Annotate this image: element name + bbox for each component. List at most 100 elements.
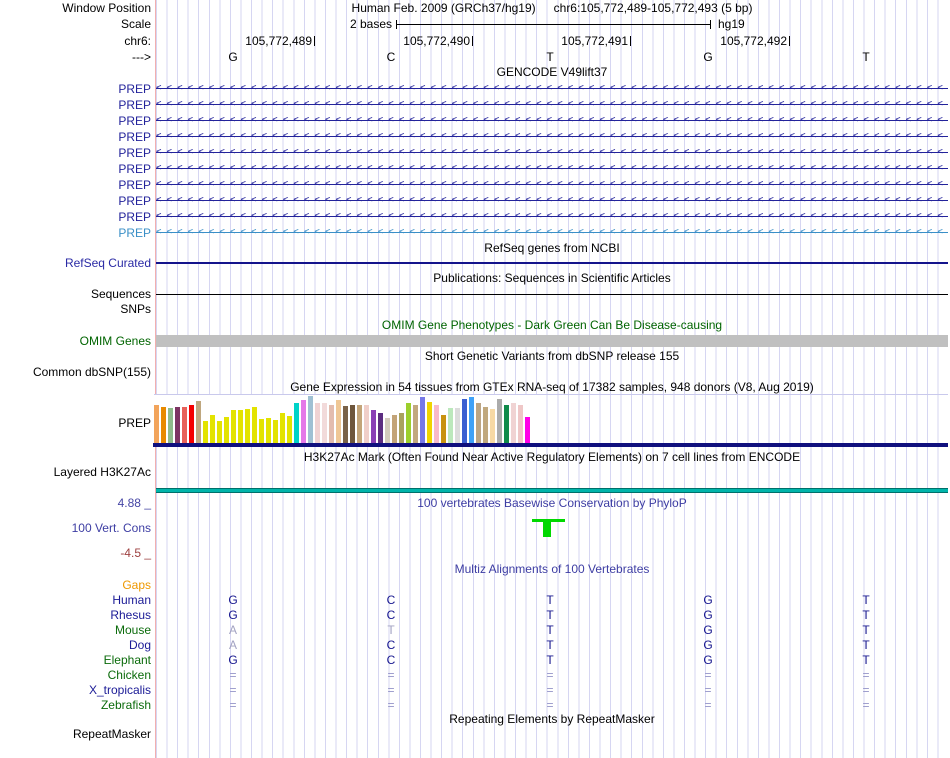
gtex-expression-bar[interactable] bbox=[252, 407, 257, 443]
gtex-expression-bar[interactable] bbox=[504, 405, 509, 443]
gencode-transcript-label[interactable]: PREP bbox=[118, 130, 151, 144]
omim-gene-bar[interactable] bbox=[156, 335, 948, 347]
gencode-transcript-label[interactable]: PREP bbox=[118, 178, 151, 192]
gtex-expression-bar[interactable] bbox=[245, 409, 250, 443]
multiz-species-label[interactable]: Human bbox=[112, 593, 151, 607]
gtex-expression-bar[interactable] bbox=[469, 397, 474, 443]
multiz-species-label[interactable]: Chicken bbox=[107, 668, 151, 682]
sequences-label[interactable]: Sequences bbox=[90, 287, 151, 301]
gtex-expression-bar[interactable] bbox=[266, 418, 271, 443]
gtex-expression-bar[interactable] bbox=[371, 410, 376, 443]
gencode-transcript[interactable]: <<<<<<<<<<<<<<<<<<<<<<<<<<<<<<<<<<<<<<<<… bbox=[156, 113, 948, 129]
gtex-expression-bar[interactable] bbox=[238, 410, 243, 443]
gtex-expression-bar[interactable] bbox=[182, 407, 187, 443]
gencode-transcript[interactable]: <<<<<<<<<<<<<<<<<<<<<<<<<<<<<<<<<<<<<<<<… bbox=[156, 177, 948, 193]
transcript-direction-arrows: <<<<<<<<<<<<<<<<<<<<<<<<<<<<<<<<<<<<<<<<… bbox=[156, 147, 948, 157]
multiz-species-label[interactable]: X_tropicalis bbox=[88, 683, 151, 697]
gencode-transcript[interactable]: <<<<<<<<<<<<<<<<<<<<<<<<<<<<<<<<<<<<<<<<… bbox=[156, 193, 948, 209]
gencode-transcript-label[interactable]: PREP bbox=[118, 82, 151, 96]
gtex-expression-bar[interactable] bbox=[399, 413, 404, 443]
gtex-expression-bar[interactable] bbox=[322, 403, 327, 443]
gtex-expression-bar[interactable] bbox=[476, 403, 481, 443]
common-dbsnp-label[interactable]: Common dbSNP(155) bbox=[32, 365, 151, 379]
conservation-track-label[interactable]: 100 Vert. Cons bbox=[71, 521, 151, 535]
gtex-expression-bar[interactable] bbox=[287, 416, 292, 443]
gtex-expression-bar[interactable] bbox=[511, 403, 516, 443]
gencode-transcript-label[interactable]: PREP bbox=[118, 194, 151, 208]
gtex-expression-bar[interactable] bbox=[210, 415, 215, 443]
gtex-expression-bar[interactable] bbox=[385, 418, 390, 443]
gtex-expression-bar[interactable] bbox=[462, 399, 467, 443]
gtex-expression-bar[interactable] bbox=[343, 406, 348, 443]
gtex-expression-bar[interactable] bbox=[161, 407, 166, 443]
gtex-expression-bar[interactable] bbox=[357, 405, 362, 443]
multiz-species-label[interactable]: Mouse bbox=[114, 623, 151, 637]
gencode-transcript-label[interactable]: PREP bbox=[118, 210, 151, 224]
gencode-transcript-label[interactable]: PREP bbox=[118, 146, 151, 160]
gtex-expression-bar[interactable] bbox=[273, 420, 278, 443]
layered-h3k27ac-label[interactable]: Layered H3K27Ac bbox=[53, 465, 151, 479]
gtex-expression-bar[interactable] bbox=[406, 403, 411, 443]
gtex-expression-bar[interactable] bbox=[420, 397, 425, 443]
gencode-transcript-label[interactable]: PREP bbox=[118, 114, 151, 128]
gencode-transcript[interactable]: <<<<<<<<<<<<<<<<<<<<<<<<<<<<<<<<<<<<<<<<… bbox=[156, 129, 948, 145]
gencode-transcript[interactable]: <<<<<<<<<<<<<<<<<<<<<<<<<<<<<<<<<<<<<<<<… bbox=[156, 225, 948, 241]
gtex-expression-bar[interactable] bbox=[455, 408, 460, 443]
gencode-transcript[interactable]: <<<<<<<<<<<<<<<<<<<<<<<<<<<<<<<<<<<<<<<<… bbox=[156, 97, 948, 113]
sequences-line[interactable] bbox=[156, 294, 948, 295]
gtex-expression-bar[interactable] bbox=[490, 409, 495, 443]
gtex-expression-bar[interactable] bbox=[350, 405, 355, 443]
multiz-species-label[interactable]: Rhesus bbox=[110, 608, 151, 622]
repeatmasker-label[interactable]: RepeatMasker bbox=[72, 727, 151, 741]
gencode-transcript[interactable]: <<<<<<<<<<<<<<<<<<<<<<<<<<<<<<<<<<<<<<<<… bbox=[156, 161, 948, 177]
h3k27ac-signal-line[interactable] bbox=[156, 488, 948, 493]
gtex-expression-bar[interactable] bbox=[168, 408, 173, 443]
multiz-species-label[interactable]: Dog bbox=[128, 638, 151, 652]
gtex-expression-bar[interactable] bbox=[329, 405, 334, 443]
multiz-gaps-label[interactable]: Gaps bbox=[122, 578, 151, 592]
gtex-expression-bar[interactable] bbox=[497, 399, 502, 443]
gtex-expression-bar[interactable] bbox=[231, 410, 236, 443]
gtex-expression-bar[interactable] bbox=[336, 400, 341, 443]
refseq-curated-label[interactable]: RefSeq Curated bbox=[64, 256, 151, 270]
gtex-expression-bar[interactable] bbox=[392, 415, 397, 443]
phylop-negative-bar[interactable] bbox=[543, 522, 551, 537]
snps-label[interactable]: SNPs bbox=[120, 302, 151, 316]
gtex-expression-bar[interactable] bbox=[413, 405, 418, 443]
gtex-expression-bar[interactable] bbox=[259, 419, 264, 443]
phylop-positive-bar[interactable] bbox=[532, 519, 565, 522]
gtex-expression-bar[interactable] bbox=[308, 396, 313, 443]
gtex-expression-bar[interactable] bbox=[525, 417, 530, 443]
gtex-expression-bar[interactable] bbox=[378, 413, 383, 443]
gtex-expression-bar[interactable] bbox=[196, 401, 201, 443]
gtex-expression-bar[interactable] bbox=[217, 421, 222, 443]
gencode-transcript[interactable]: <<<<<<<<<<<<<<<<<<<<<<<<<<<<<<<<<<<<<<<<… bbox=[156, 145, 948, 161]
gtex-expression-bar[interactable] bbox=[280, 413, 285, 443]
gtex-gene-label[interactable]: PREP bbox=[118, 416, 151, 430]
gencode-transcript[interactable]: <<<<<<<<<<<<<<<<<<<<<<<<<<<<<<<<<<<<<<<<… bbox=[156, 209, 948, 225]
gtex-expression-bar[interactable] bbox=[301, 400, 306, 443]
gtex-expression-bar[interactable] bbox=[154, 405, 159, 443]
refseq-gene-line[interactable] bbox=[156, 262, 948, 264]
multiz-species-label[interactable]: Elephant bbox=[103, 653, 151, 667]
gencode-transcript-label[interactable]: PREP bbox=[118, 162, 151, 176]
gtex-expression-bar[interactable] bbox=[224, 417, 229, 443]
gencode-transcript-label[interactable]: PREP bbox=[118, 98, 151, 112]
gtex-expression-bar[interactable] bbox=[294, 403, 299, 443]
gtex-expression-bar[interactable] bbox=[448, 408, 453, 443]
gencode-transcript[interactable]: <<<<<<<<<<<<<<<<<<<<<<<<<<<<<<<<<<<<<<<<… bbox=[156, 81, 948, 97]
multiz-species-label[interactable]: Zebrafish bbox=[100, 698, 151, 712]
gtex-expression-bar[interactable] bbox=[483, 407, 488, 443]
gtex-expression-bar[interactable] bbox=[518, 405, 523, 443]
gtex-expression-bar[interactable] bbox=[441, 415, 446, 443]
gtex-expression-bar[interactable] bbox=[203, 421, 208, 443]
gencode-transcript-label[interactable]: PREP bbox=[118, 226, 151, 240]
gtex-expression-bar[interactable] bbox=[315, 403, 320, 443]
gtex-expression-bar[interactable] bbox=[364, 405, 369, 443]
gtex-expression-bar[interactable] bbox=[434, 405, 439, 443]
gtex-baseline[interactable] bbox=[153, 443, 948, 447]
gtex-expression-bar[interactable] bbox=[189, 405, 194, 443]
gtex-expression-bar[interactable] bbox=[175, 407, 180, 443]
omim-genes-label[interactable]: OMIM Genes bbox=[79, 334, 151, 348]
gtex-expression-bar[interactable] bbox=[427, 402, 432, 443]
